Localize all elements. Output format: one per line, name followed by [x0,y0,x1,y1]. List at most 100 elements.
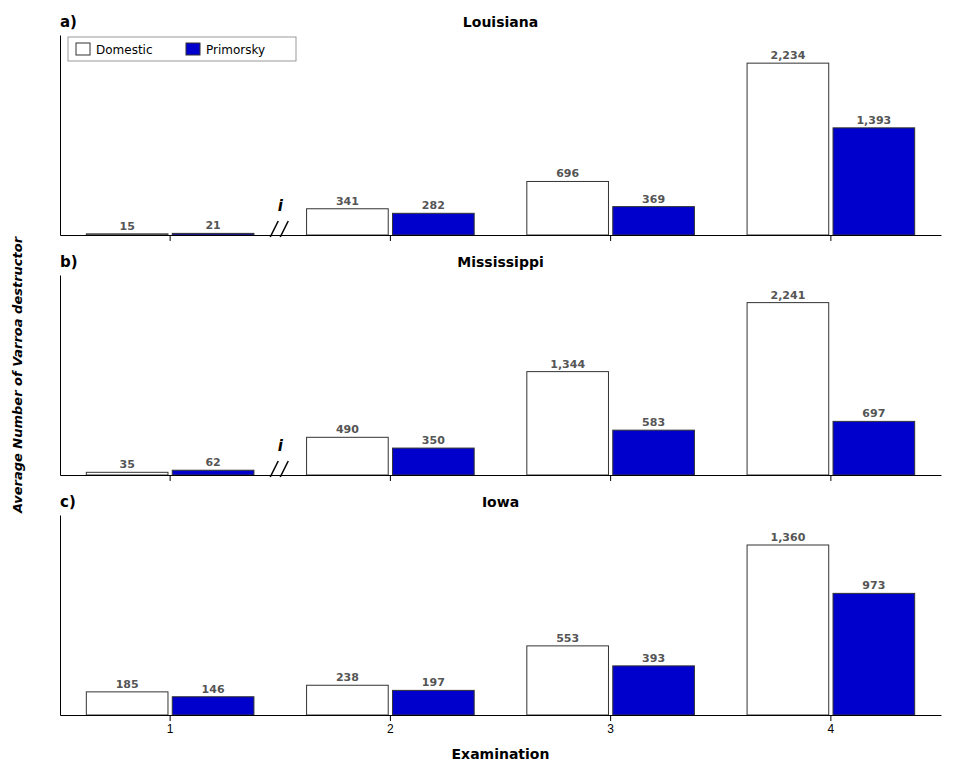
x-tick [390,235,391,241]
data-label: 553 [556,632,579,645]
x-tick-mark [390,715,391,721]
bars [86,63,914,235]
bar [527,372,609,475]
panel-label: a) [60,13,77,31]
x-tick [170,235,171,241]
data-label: 696 [556,167,579,180]
bar [747,63,829,235]
x-tick-label: 4 [828,722,835,736]
data-label: 185 [116,678,139,691]
data-label: 369 [642,193,665,206]
series-bars [172,593,914,715]
x-axis [61,235,942,241]
x-axis [61,475,942,481]
bar [833,593,915,715]
bar [527,181,609,235]
bar [393,213,475,235]
panel-title: Iowa [482,494,519,510]
x-tick: 4 [828,715,835,736]
x-tick-label: 1 [167,722,174,736]
x-axis-line [61,235,942,236]
bar [613,666,695,715]
bar [393,690,475,715]
x-tick: 1 [167,715,174,736]
x-tick-mark [610,235,611,241]
bar [307,437,389,475]
inoculation-slash [270,461,278,477]
data-label: 2,241 [771,289,806,302]
bar [307,209,389,235]
panel-label: b) [60,253,78,271]
data-label: 393 [642,652,665,665]
x-tick-label: 3 [607,722,614,736]
bar [613,430,695,475]
x-tick-mark [170,475,171,481]
y-axis [60,36,61,236]
series-bars [86,545,828,715]
x-tick-mark [610,475,611,481]
panel-title: Mississippi [457,254,544,270]
x-tick-mark [170,715,171,721]
series-bars [172,128,914,235]
x-tick-mark [390,475,391,481]
data-label: 21 [205,219,220,232]
inoculation-slash [280,221,288,237]
inoculation-marker: i [270,197,288,237]
data-label: 341 [336,195,359,208]
x-axis: 1 2 3 4 [61,715,942,736]
series-bars [86,303,828,475]
bar [172,697,254,715]
inoculation-label: i [278,437,284,455]
panel-title: Louisiana [463,14,538,30]
legend-swatch [76,43,90,55]
x-axis-title: Examination [452,746,550,762]
x-tick-mark [830,475,831,481]
inoculation-slash [270,221,278,237]
data-labels: 153416962,234212823691,393 [119,49,891,233]
panel: 354901,3442,24162350583697Mississippib)i [60,253,942,481]
data-label: 62 [205,456,220,469]
data-label: 2,234 [771,49,806,62]
data-labels: 354901,3442,24162350583697 [119,289,885,472]
data-label: 35 [119,458,134,471]
series-bars [172,421,914,475]
y-axis [60,516,61,716]
bar [393,448,475,475]
x-tick [610,235,611,241]
bar [527,646,609,715]
legend-swatch [186,43,200,55]
inoculation-label: i [278,197,284,215]
legend-label: Domestic [96,43,153,57]
bar [833,421,915,475]
panel: 153416962,234212823691,393Louisianaa)iDo… [60,13,942,241]
data-label: 697 [862,407,885,420]
bar [172,233,254,235]
y-axis-line [60,516,61,716]
x-axis-line [61,715,942,716]
inoculation-marker: i [270,437,288,477]
x-tick: 2 [387,715,394,736]
data-label: 490 [336,423,359,436]
x-tick-label: 2 [387,722,394,736]
y-axis-line [60,276,61,476]
bar [747,303,829,475]
y-axis-line [60,36,61,236]
bar [172,470,254,475]
panel-label: c) [60,493,76,511]
bars [86,545,914,715]
bar [833,128,915,235]
legend-item: Domestic [76,43,153,57]
bar [307,685,389,715]
bar [747,545,829,715]
data-label: 1,344 [550,358,585,371]
data-label: 15 [119,220,134,233]
x-tick-mark [610,715,611,721]
x-tick-mark [170,235,171,241]
data-label: 350 [422,434,445,447]
x-tick [170,475,171,481]
data-label: 973 [862,579,885,592]
x-tick [390,475,391,481]
legend-box [68,37,296,61]
y-axis [60,276,61,476]
panel: 12341852385531,360146197393973Iowac)Exam… [60,493,942,762]
